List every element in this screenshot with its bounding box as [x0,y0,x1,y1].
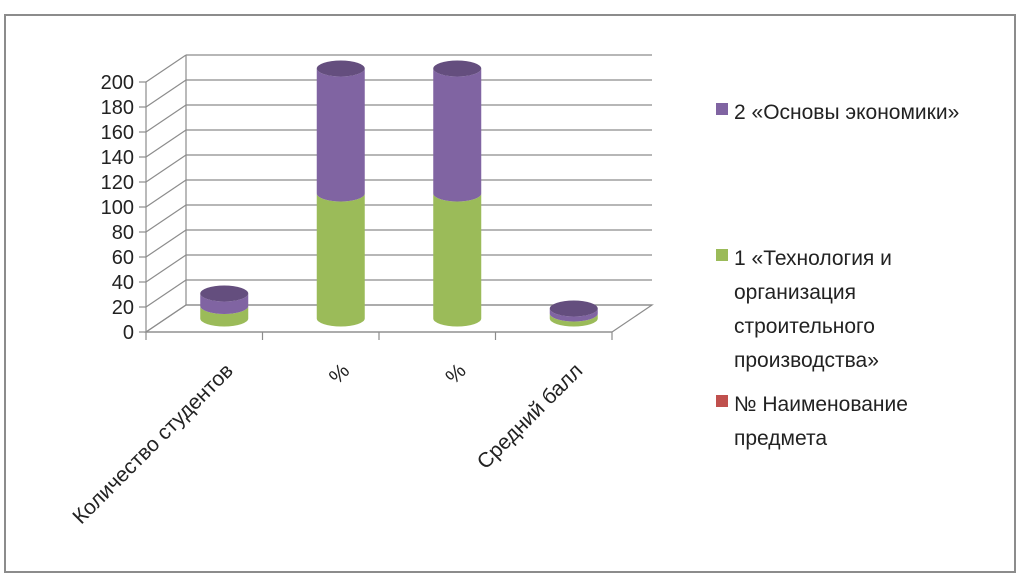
bar-segment [433,68,482,202]
gridline-side [145,254,187,283]
gridline-side [145,104,187,133]
gridline-side [145,79,187,108]
gridline-side [145,279,187,308]
bar-segment [200,306,249,327]
y-tick-label: 140 [101,147,134,169]
gridline-side [145,54,187,83]
bars [200,60,598,327]
y-tick-label: 160 [101,122,134,144]
gridline-side [145,304,187,333]
bar-segment [433,193,482,327]
bar-stack [316,60,365,327]
axes [139,55,613,340]
x-category-label: % [441,359,470,388]
y-tick-label: 100 [101,197,134,219]
bar-segment [549,313,598,327]
bar-stack [433,60,482,327]
legend-label: 2 «Основы экономики» [734,101,960,124]
legend-swatch [716,395,728,407]
y-tick-labels: 0 20 40 60 80 100 120 140 160 180 200 [101,72,134,344]
gridline-side [145,154,187,183]
legend-label: 1 «Технология и организация строительног… [734,247,892,372]
bar-segment [316,193,365,327]
legend-swatch [716,103,728,115]
category-labels: Количество студентов%% Средний балл [68,359,587,528]
y-tick-label: 60 [112,247,134,269]
legend-item-series-1: 1 «Технология и организация строительног… [716,242,892,378]
legend-label: № Наименование предмета [734,393,908,450]
y-tick-label: 200 [101,72,134,94]
x-category-label: Количество студентов [68,359,237,528]
y-tick-label: 20 [112,297,134,319]
y-tick-label: 180 [101,97,134,119]
bar-segment [549,308,598,322]
bar-stack [200,285,249,327]
x-category-label: Средний балл [473,359,588,474]
bar-top-cap [433,60,482,77]
y-tick-label: 80 [112,222,134,244]
bar-top-cap [200,285,249,302]
x-category-label: % [325,359,354,388]
y-tick-label: 40 [112,272,134,294]
legend-item-series-2: 2 «Основы экономики» [716,96,959,130]
y-tick-label: 120 [101,172,134,194]
gridline-side [145,204,187,233]
bar-segment [200,293,249,314]
legend-item-series-0: № Наименование предмета [716,388,908,456]
bar-stack [549,300,598,327]
bar-top-cap [316,60,365,77]
gridline-side [145,229,187,258]
gridline-side [145,129,187,158]
chart-frame [4,14,1016,573]
legend-swatch [716,249,728,261]
bar-top-cap [549,300,598,317]
bar-segment [316,68,365,202]
gridline-side [145,179,187,208]
y-tick-label: 0 [123,322,134,344]
